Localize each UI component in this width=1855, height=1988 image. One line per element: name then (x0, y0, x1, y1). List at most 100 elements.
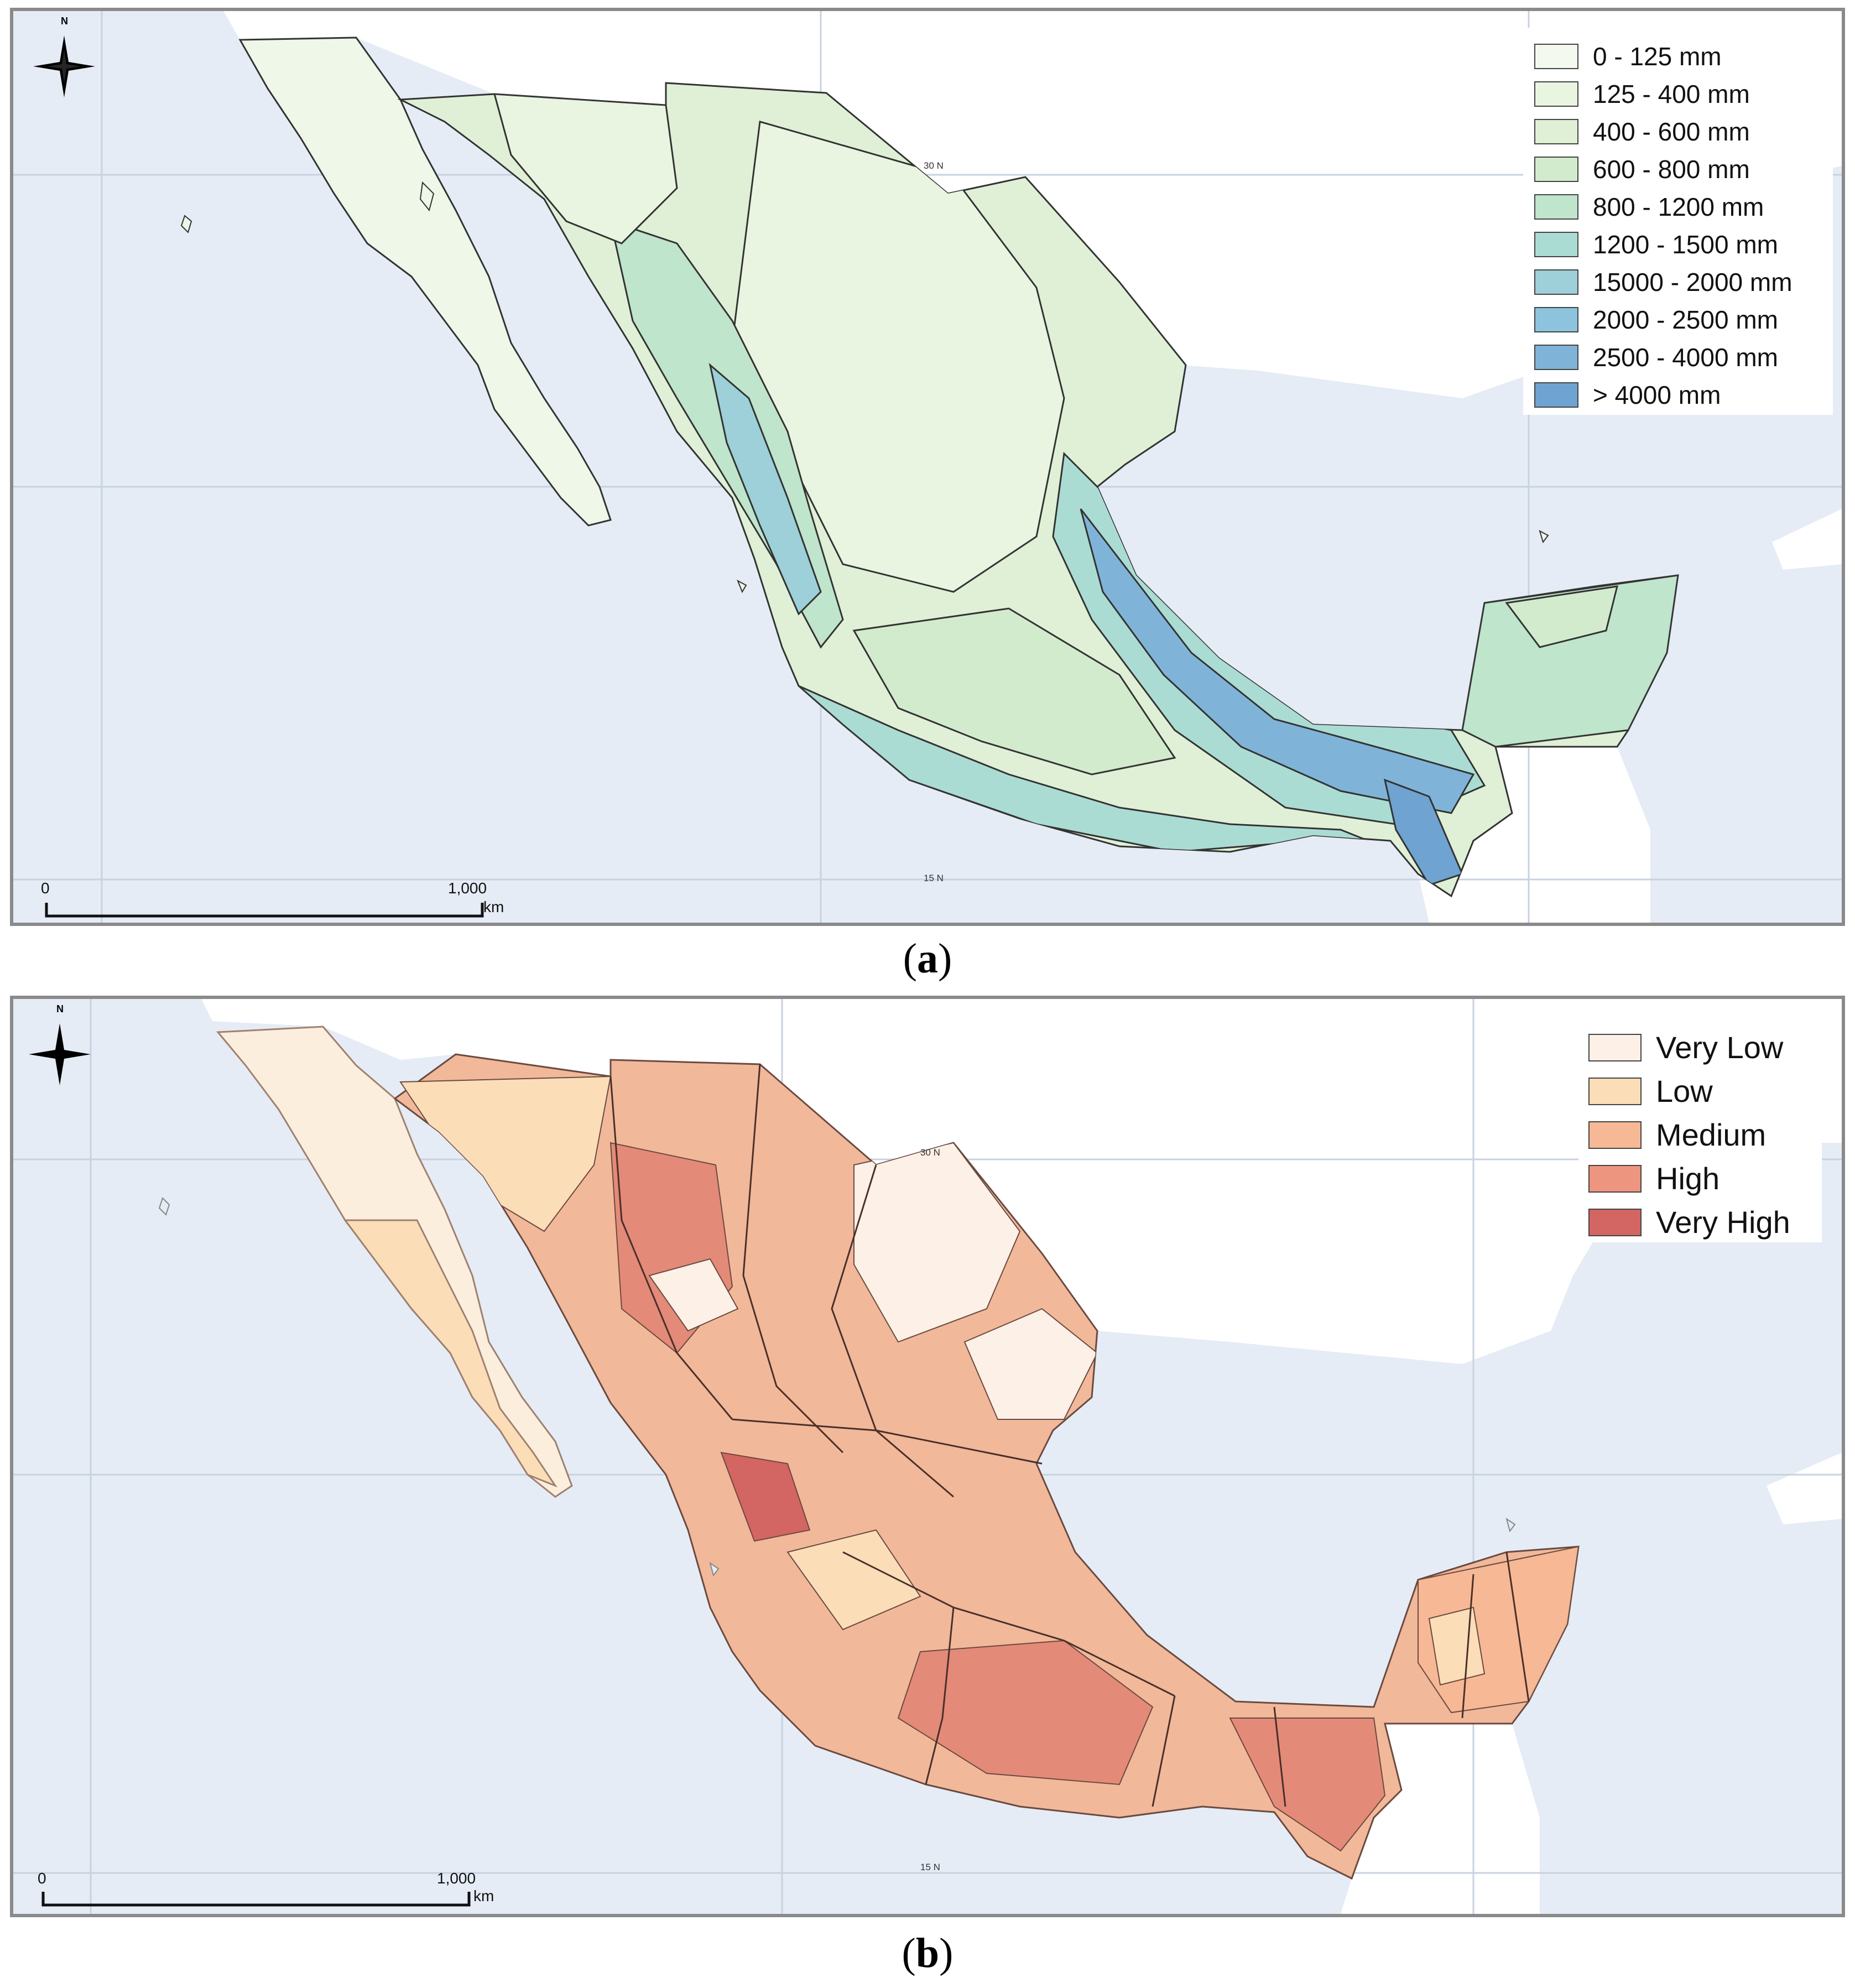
legend-swatch (1534, 81, 1578, 107)
scale-bar (41, 1892, 471, 1907)
risk-legend: Very Low Low Medium High Very High (1578, 1016, 1822, 1242)
risk-region-very-low (648, 1258, 739, 1332)
legend-swatch (1588, 1121, 1642, 1149)
legend-label: 400 - 600 mm (1593, 117, 1750, 146)
legend-swatch (1588, 1077, 1642, 1105)
legend-item: 2500 - 4000 mm (1534, 339, 1833, 376)
zone-yucatan (1461, 574, 1678, 748)
legend-swatch (1534, 307, 1578, 332)
zone-sonora-desert (493, 93, 678, 244)
legend-swatch (1534, 44, 1578, 69)
scale-bar (45, 903, 484, 918)
scale-start: 0 (38, 1870, 46, 1887)
precipitation-legend: 0 - 125 mm 125 - 400 mm 400 - 600 mm 600… (1523, 28, 1833, 415)
legend-swatch (1534, 157, 1578, 182)
scale-end: 1,000 (437, 1870, 476, 1887)
legend-item: Medium (1588, 1113, 1822, 1157)
legend-swatch (1534, 232, 1578, 257)
risk-region-low (786, 1529, 921, 1631)
legend-label: 15000 - 2000 mm (1593, 268, 1793, 296)
foreign-land (212, 11, 1842, 398)
foreign-land (201, 999, 1842, 1364)
legend-swatch (1534, 345, 1578, 370)
scale-unit: km (473, 1887, 494, 1904)
legend-item: Very Low (1588, 1026, 1822, 1069)
legend-label: 600 - 800 mm (1593, 155, 1750, 184)
zone-sierra-madre-occidental-wet (708, 362, 822, 616)
latitude-label: 30 N (920, 1147, 940, 1158)
legend-label: Very High (1656, 1205, 1790, 1240)
legend-item: 600 - 800 mm (1534, 150, 1833, 188)
island (158, 1197, 170, 1216)
baja-california-sur (343, 1219, 557, 1488)
zone-chiapas-wet (1383, 778, 1464, 886)
caption-b: (b) (902, 1930, 953, 1976)
latitude-label: 30 N (924, 160, 944, 171)
island (709, 1562, 720, 1577)
legend-label: 800 - 1200 mm (1593, 192, 1764, 221)
risk-map (13, 999, 1842, 1914)
caption-letter: a (917, 935, 938, 982)
legend-label: 1200 - 1500 mm (1593, 230, 1778, 259)
legend-label: Medium (1656, 1117, 1767, 1152)
zone-gulf-coast-wet (1080, 508, 1475, 814)
legend-label: Very Low (1656, 1030, 1784, 1065)
risk-region-very-low (853, 1142, 1021, 1343)
legend-item: 400 - 600 mm (1534, 113, 1833, 150)
state-boundaries (609, 1064, 1530, 1807)
legend-swatch (1534, 382, 1578, 408)
north-arrow-icon (29, 1023, 91, 1085)
scale-end: 1,000 (448, 879, 487, 897)
legend-item: 800 - 1200 mm (1534, 188, 1833, 226)
caption-a: (a) (903, 935, 952, 982)
risk-region-very-low (963, 1308, 1098, 1420)
legend-label: 0 - 125 mm (1593, 42, 1722, 71)
precipitation-map-panel: N 30 N 15 N 0 1,000 km 0 - 125 mm 125 - … (10, 8, 1845, 926)
foreign-land (1772, 509, 1842, 570)
legend-item: Low (1588, 1069, 1822, 1113)
north-arrow-icon (33, 35, 95, 97)
legend-label: High (1656, 1161, 1720, 1196)
legend-swatch (1588, 1033, 1642, 1061)
legend-label: 2500 - 4000 mm (1593, 343, 1778, 372)
risk-region-high (1229, 1718, 1386, 1852)
island (1505, 1517, 1516, 1533)
legend-item: > 4000 mm (1534, 376, 1833, 414)
foreign-land (1341, 1724, 1540, 1914)
latitude-label: 15 N (920, 1862, 940, 1872)
risk-region-low (1428, 1606, 1486, 1686)
legend-label: 2000 - 2500 mm (1593, 305, 1778, 334)
legend-item: Very High (1588, 1200, 1822, 1244)
legend-swatch (1588, 1164, 1642, 1193)
latitude-label: 15 N (924, 873, 944, 883)
north-label: N (61, 15, 68, 27)
legend-swatch (1534, 269, 1578, 295)
legend-label: > 4000 mm (1593, 381, 1721, 409)
island (419, 181, 435, 212)
legend-swatch (1534, 194, 1578, 220)
north-label: N (56, 1003, 64, 1014)
caption-letter: b (915, 1930, 940, 1976)
scale-start: 0 (41, 879, 50, 897)
legend-item: 0 - 125 mm (1534, 38, 1833, 75)
zone-southern-highlands (852, 607, 1176, 776)
legend-item: 1200 - 1500 mm (1534, 226, 1833, 263)
scale-unit: km (483, 898, 504, 915)
island (180, 215, 192, 233)
legend-label: Low (1656, 1074, 1713, 1109)
legend-item: 15000 - 2000 mm (1534, 263, 1833, 301)
legend-item: High (1588, 1157, 1822, 1200)
legend-label: 125 - 400 mm (1593, 80, 1750, 108)
foreign-land (1767, 1453, 1842, 1524)
legend-item: 125 - 400 mm (1534, 75, 1833, 113)
precipitation-map (13, 11, 1842, 923)
legend-swatch (1534, 119, 1578, 144)
legend-swatch (1588, 1208, 1642, 1236)
risk-map-panel: N 30 N 15 N 0 1,000 km Very Low Low Medi… (10, 996, 1845, 1917)
baja-california (238, 37, 612, 527)
island (737, 579, 747, 594)
risk-region-very-high (720, 1451, 811, 1542)
legend-item: 2000 - 2500 mm (1534, 301, 1833, 339)
island (1539, 529, 1549, 544)
zone-yucatan-dry (1505, 585, 1619, 648)
